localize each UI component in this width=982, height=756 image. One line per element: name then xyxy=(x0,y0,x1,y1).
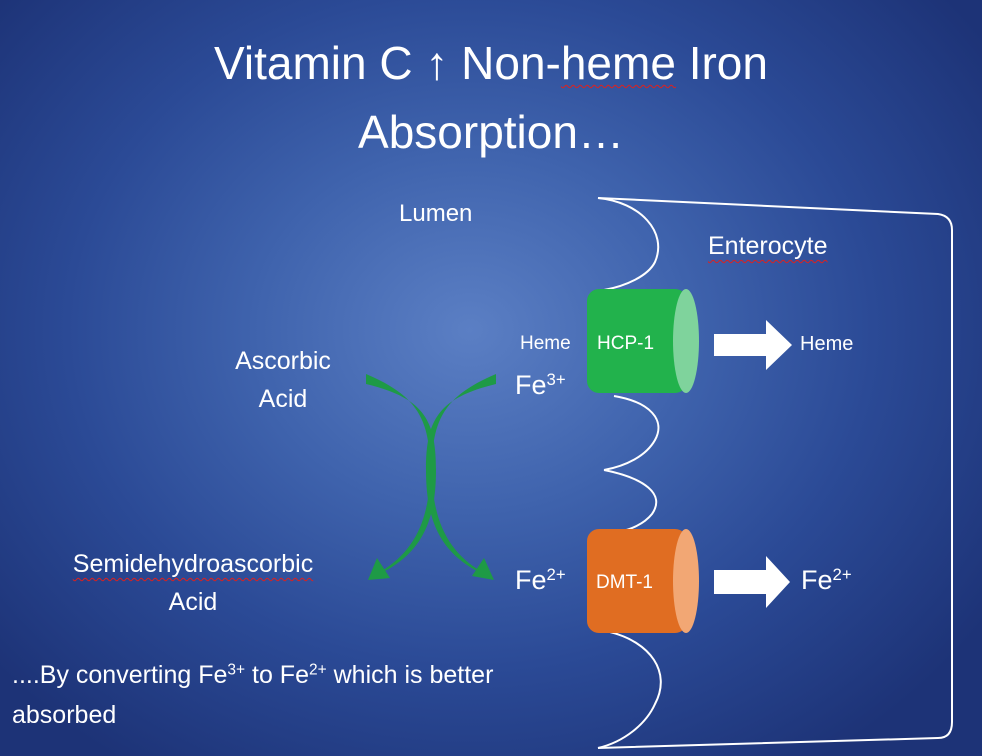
curved-arrow-ascorbic-to-semidehydro xyxy=(366,374,436,572)
slide-title-line1: Vitamin C ↑ Non-heme Iron xyxy=(0,36,982,90)
fe2-in-base: Fe xyxy=(515,565,547,595)
title-text: Iron xyxy=(675,37,768,89)
note-text: to Fe xyxy=(245,661,309,689)
fe3-base: Fe xyxy=(515,370,547,400)
fe2-transport-arrow-icon xyxy=(714,556,790,608)
semidehydro-line2: Acid xyxy=(168,588,218,616)
enterocyte-outline xyxy=(597,197,953,749)
ascorbic-acid-label: Ascorbic Acid xyxy=(218,342,348,418)
slide-title-line2: Absorption… xyxy=(358,106,624,158)
membrane-scallop xyxy=(597,631,662,749)
membrane-scallop xyxy=(603,469,658,533)
fe3-charge: 3+ xyxy=(546,369,566,389)
enterocyte-label: Enterocyte xyxy=(708,232,828,260)
fe2-out-base: Fe xyxy=(801,565,833,595)
conversion-note: ....By converting Fe3+ to Fe2+ which is … xyxy=(12,655,493,735)
fe2-out-charge: 2+ xyxy=(832,564,852,584)
heme-transport-arrow-icon xyxy=(714,320,792,370)
hcp1-transporter xyxy=(587,289,699,393)
membrane-scallop xyxy=(597,197,660,291)
title-heme-word: heme xyxy=(560,37,676,89)
dmt1-label: DMT-1 xyxy=(596,572,653,593)
note-text: ....By converting Fe xyxy=(12,661,228,689)
hcp1-label: HCP-1 xyxy=(597,333,655,354)
fe3-label: Fe3+ xyxy=(515,370,566,401)
lumen-label: Lumen xyxy=(399,200,473,227)
ascorbic-line1: Ascorbic xyxy=(235,347,331,375)
up-arrow-icon: ↑ xyxy=(425,37,449,89)
title-text: Non- xyxy=(448,37,561,89)
fe2-in-charge: 2+ xyxy=(546,564,566,584)
ascorbic-line2: Acid xyxy=(258,385,308,413)
semidehydroascorbic-acid-label: Semidehydroascorbic Acid xyxy=(38,545,348,621)
membrane-scallop xyxy=(603,395,660,471)
title-text: Vitamin C xyxy=(214,37,426,89)
heme-input-label: Heme xyxy=(520,333,571,354)
note-charge: 2+ xyxy=(308,661,327,679)
note-text: which is better xyxy=(326,661,494,689)
arrowhead-icon xyxy=(472,558,494,580)
semidehydro-line1: Semidehydroascorbic xyxy=(72,550,314,578)
arrowhead-icon xyxy=(368,558,390,580)
fe2-output-label: Fe2+ xyxy=(801,565,852,596)
heme-output-label: Heme xyxy=(800,333,854,355)
note-charge: 3+ xyxy=(227,661,246,679)
conversion-note-line1: ....By converting Fe3+ to Fe2+ which is … xyxy=(12,655,493,695)
curved-arrow-fe3-to-fe2 xyxy=(426,374,496,572)
dmt1-transporter xyxy=(587,529,699,633)
conversion-note-line2: absorbed xyxy=(12,701,117,729)
fe2-input-label: Fe2+ xyxy=(515,565,566,596)
